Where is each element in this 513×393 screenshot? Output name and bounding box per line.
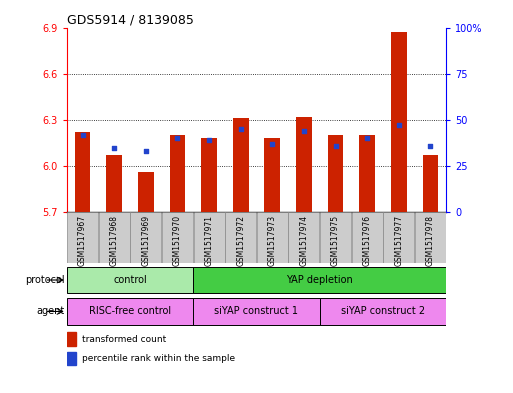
Text: percentile rank within the sample: percentile rank within the sample [82, 354, 235, 363]
FancyBboxPatch shape [320, 298, 446, 325]
Text: siYAP construct 1: siYAP construct 1 [214, 307, 299, 316]
Text: siYAP construct 2: siYAP construct 2 [341, 307, 425, 316]
Text: GSM1517973: GSM1517973 [268, 215, 277, 266]
Point [363, 135, 371, 141]
Bar [67, 332, 76, 346]
FancyBboxPatch shape [67, 267, 193, 293]
Bar [359, 135, 375, 212]
Point [300, 128, 308, 134]
Text: YAP depletion: YAP depletion [286, 275, 353, 285]
Bar [296, 117, 312, 212]
Point [426, 143, 435, 149]
Point [205, 137, 213, 143]
Text: GSM1517974: GSM1517974 [300, 215, 308, 266]
Text: GSM1517969: GSM1517969 [141, 215, 150, 266]
Text: GDS5914 / 8139085: GDS5914 / 8139085 [67, 13, 193, 26]
FancyBboxPatch shape [98, 212, 130, 263]
FancyBboxPatch shape [193, 267, 446, 293]
Text: GSM1517975: GSM1517975 [331, 215, 340, 266]
Bar [423, 155, 439, 212]
FancyBboxPatch shape [193, 212, 225, 263]
Point [268, 141, 277, 147]
Bar [74, 132, 90, 212]
Text: GSM1517972: GSM1517972 [236, 215, 245, 266]
Text: GSM1517970: GSM1517970 [173, 215, 182, 266]
Text: protocol: protocol [26, 275, 65, 285]
FancyBboxPatch shape [352, 212, 383, 263]
Text: control: control [113, 275, 147, 285]
FancyBboxPatch shape [288, 212, 320, 263]
FancyBboxPatch shape [67, 298, 193, 325]
Point [331, 143, 340, 149]
Point [236, 126, 245, 132]
Text: GSM1517978: GSM1517978 [426, 215, 435, 266]
Point [78, 132, 87, 138]
Text: GSM1517968: GSM1517968 [110, 215, 119, 266]
Text: RISC-free control: RISC-free control [89, 307, 171, 316]
Bar [138, 172, 154, 212]
FancyBboxPatch shape [320, 212, 351, 263]
Text: agent: agent [37, 307, 65, 316]
Point [394, 122, 403, 129]
Point [173, 135, 182, 141]
Bar [106, 155, 122, 212]
Bar [264, 138, 280, 212]
Text: GSM1517977: GSM1517977 [394, 215, 403, 266]
Bar [233, 118, 249, 212]
Point [110, 144, 118, 151]
Bar [67, 352, 76, 365]
FancyBboxPatch shape [162, 212, 193, 263]
Text: GSM1517971: GSM1517971 [205, 215, 213, 266]
FancyBboxPatch shape [415, 212, 446, 263]
FancyBboxPatch shape [225, 212, 256, 263]
Text: GSM1517976: GSM1517976 [363, 215, 372, 266]
FancyBboxPatch shape [67, 212, 98, 263]
Text: transformed count: transformed count [82, 335, 166, 343]
Bar [391, 32, 407, 212]
FancyBboxPatch shape [383, 212, 415, 263]
Text: GSM1517967: GSM1517967 [78, 215, 87, 266]
FancyBboxPatch shape [193, 298, 320, 325]
FancyBboxPatch shape [130, 212, 161, 263]
Point [142, 148, 150, 154]
Bar [169, 135, 185, 212]
Bar [201, 138, 217, 212]
FancyBboxPatch shape [257, 212, 288, 263]
Bar [328, 135, 344, 212]
